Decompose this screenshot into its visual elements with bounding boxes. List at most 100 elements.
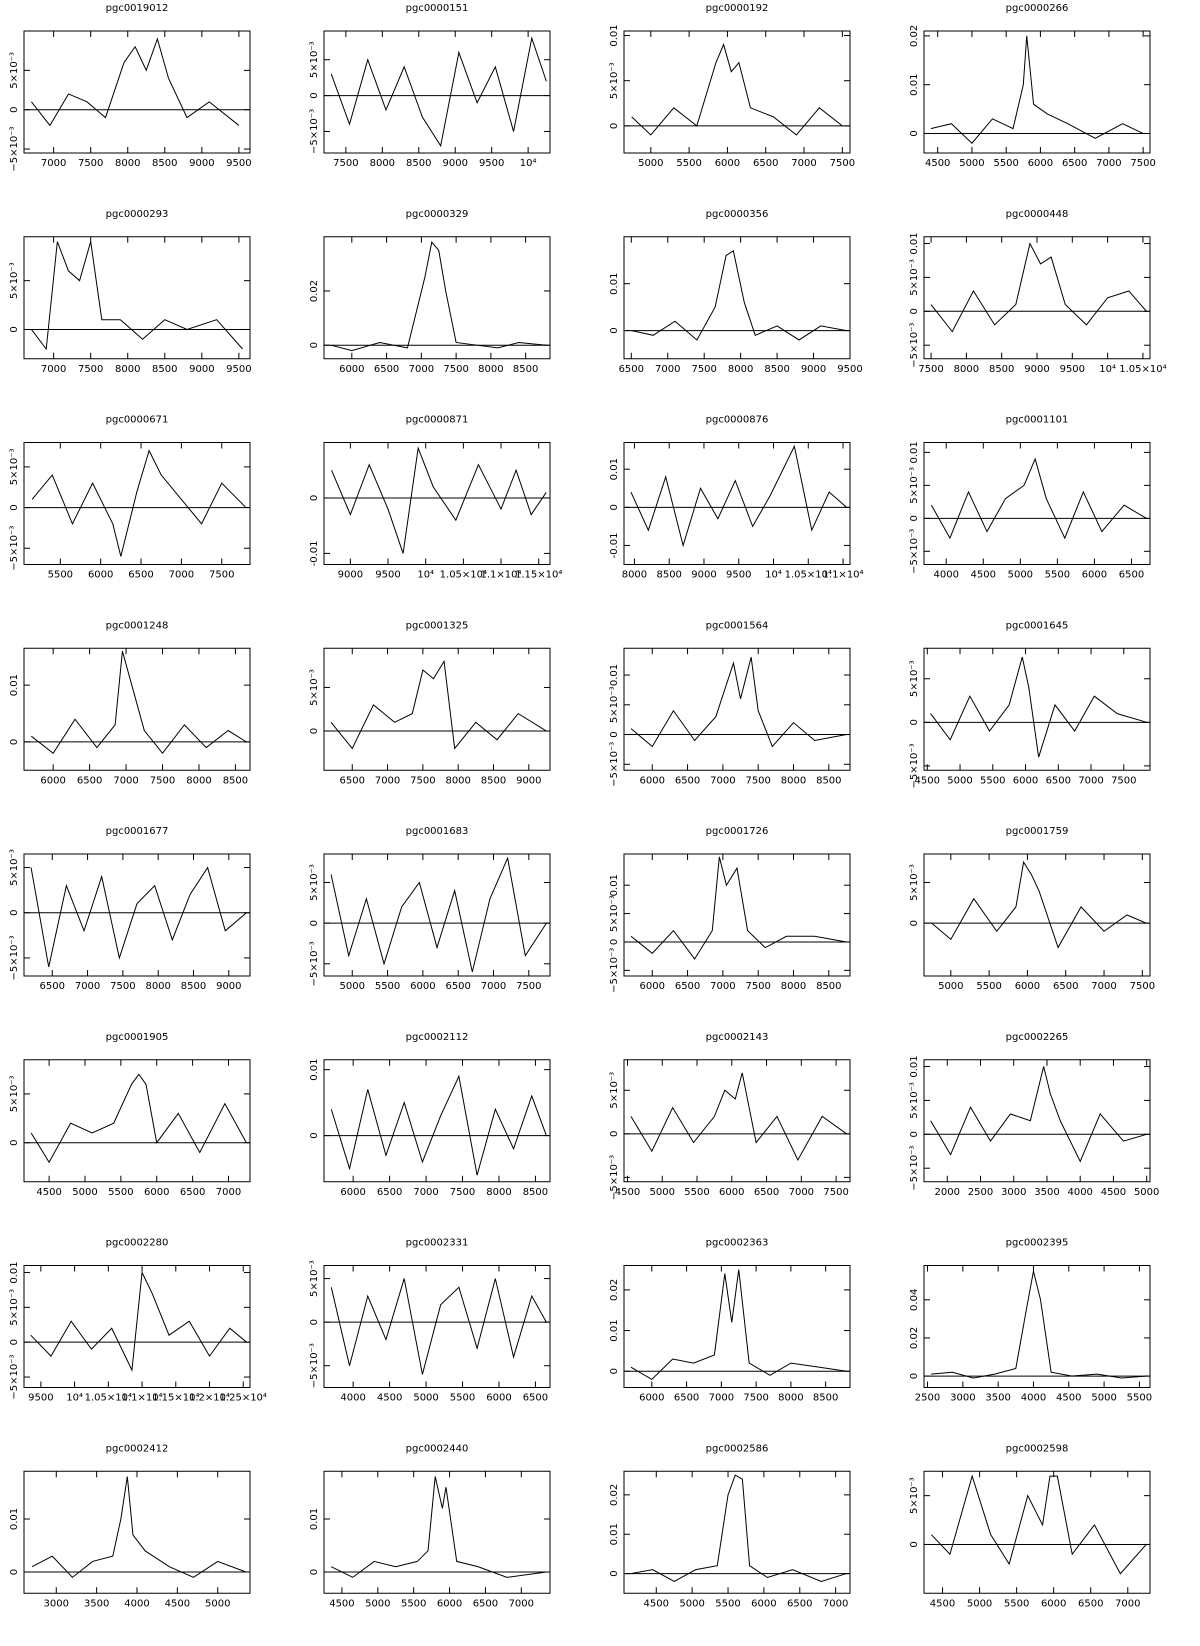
spectrum-panel: pgc0000356 6500 7000 7500 8000 8500 9000 9500 0 0… — [609, 209, 863, 375]
x-tick-label: 7500 — [443, 364, 468, 375]
x-tick-label: 8000 — [445, 775, 470, 786]
x-tick-label: 7000 — [1115, 1598, 1140, 1609]
x-tick-label: 6500 — [1062, 158, 1087, 169]
spectrum-panel: pgc0001248 6000 6500 7000 7500 8000 8500 0 0.01 — [9, 620, 251, 786]
x-tick-label: 6000 — [1013, 775, 1038, 786]
y-tick-label: 0 — [909, 1373, 920, 1379]
panel-title: pgc0000151 — [406, 3, 469, 14]
spectrum-line — [30, 866, 247, 968]
plot-frame — [623, 647, 851, 771]
x-tick-label: 7500 — [823, 1187, 848, 1198]
plot-frame — [923, 1059, 1151, 1183]
x-tick-label: 7000 — [710, 981, 735, 992]
x-tick-label: 5500 — [450, 1393, 475, 1404]
y-tick-label: 0 — [9, 107, 20, 113]
x-tick-label: 9000 — [338, 570, 363, 581]
x-tick-label: 4000 — [124, 1598, 149, 1609]
y-tick-label: -0.01 — [309, 540, 320, 566]
panel-title: pgc0002395 — [1006, 1238, 1069, 1249]
x-tick-label: 6000 — [1028, 158, 1053, 169]
x-tick-label: 9000 — [516, 775, 541, 786]
y-tick-label: 0 — [909, 719, 920, 725]
x-tick-label: 8000 — [728, 364, 753, 375]
x-tick-label: 7000 — [41, 364, 66, 375]
panel-title: pgc0002586 — [706, 1443, 769, 1454]
x-tick-label: 2000 — [935, 1187, 960, 1198]
plot-frame — [623, 1470, 851, 1594]
plot-frame — [923, 442, 1151, 565]
spectrum-line — [631, 1474, 847, 1583]
plot-frame — [323, 236, 551, 360]
x-tick-label: 4500 — [377, 1393, 402, 1404]
spectrum-line — [930, 35, 1144, 144]
panel-title: pgc0000671 — [106, 415, 169, 426]
x-tick-label: 1.05×10⁴ — [440, 570, 487, 581]
x-tick-label: 3500 — [84, 1598, 109, 1609]
y-tick-label: 0.01 — [309, 1508, 320, 1530]
x-tick-label: 9000 — [1024, 364, 1049, 375]
y-tick-label: 5×10⁻³ — [309, 864, 320, 901]
y-tick-label: 0 — [909, 1541, 920, 1547]
spectrum-panel: pgc0000293 7000 7500 8000 8500 9000 9500 0 5×10⁻… — [9, 209, 252, 375]
x-tick-label: 6500 — [675, 775, 700, 786]
plot-frame — [23, 647, 251, 771]
spectrum-panel: pgc0002395 2500 3000 3500 4000 4500 5000 5500 0 0… — [909, 1238, 1152, 1404]
x-tick-label: 7000 — [823, 1598, 848, 1609]
x-tick-label: 9500 — [479, 158, 504, 169]
y-tick-label: 0 — [309, 1132, 320, 1138]
x-tick-label: 4500 — [329, 1598, 354, 1609]
y-tick-label: 0 — [309, 728, 320, 734]
x-tick-label: 7000 — [655, 364, 680, 375]
x-tick-label: 7500 — [410, 775, 435, 786]
spectrum-line — [330, 856, 547, 973]
x-tick-label: 7500 — [1130, 981, 1155, 992]
x-tick-label: 3000 — [950, 1393, 975, 1404]
y-tick-label: 5×10⁻³ — [309, 41, 320, 78]
y-tick-label: −5×10⁻³ — [9, 126, 20, 171]
x-tick-label: 3500 — [985, 1393, 1010, 1404]
panel-title: pgc0000356 — [706, 209, 769, 220]
y-tick-label: 0 — [309, 1319, 320, 1325]
x-tick-label: 7500 — [745, 775, 770, 786]
x-tick-label: 8000 — [478, 364, 503, 375]
plot-frame — [23, 1470, 251, 1594]
spectrum-panel: pgc0002586 4500 5000 5500 6000 6500 7000 0 0.01 0… — [609, 1443, 851, 1609]
x-tick-label: 9000 — [189, 158, 214, 169]
spectrum-line — [631, 43, 843, 136]
panel-title: pgc0002112 — [406, 1032, 469, 1043]
x-tick-label: 7000 — [409, 364, 434, 375]
panel-title: pgc0002331 — [406, 1238, 469, 1249]
spectrum-line — [931, 860, 1147, 949]
spectrum-panel: pgc0002331 4000 4500 5000 5500 6000 6500 −5×10⁻… — [309, 1238, 551, 1404]
x-tick-label: 1.1×10⁴ — [823, 570, 864, 581]
x-tick-label: 2500 — [915, 1393, 940, 1404]
x-tick-label: 6500 — [340, 775, 365, 786]
y-tick-label: −5×10⁻³ — [609, 742, 620, 787]
x-tick-label: 6000 — [639, 1393, 664, 1404]
x-tick-label: 3000 — [44, 1598, 69, 1609]
spectrum-line — [930, 242, 1147, 333]
x-tick-label: 5500 — [980, 775, 1005, 786]
y-tick-label: 5×10⁻³ — [9, 262, 20, 299]
panel-title: pgc0002598 — [1006, 1443, 1069, 1454]
x-tick-label: 5000 — [938, 981, 963, 992]
x-tick-label: 8500 — [152, 158, 177, 169]
y-tick-label: 0 — [609, 939, 620, 945]
x-tick-label: 7500 — [78, 158, 103, 169]
y-tick-label: 0 — [9, 1339, 20, 1345]
x-tick-label: 5500 — [1127, 1393, 1152, 1404]
x-tick-label: 8000 — [781, 775, 806, 786]
y-tick-label: 0.01 — [609, 874, 620, 896]
x-tick-label: 4500 — [1056, 1393, 1081, 1404]
y-tick-label: −5×10⁻³ — [609, 948, 620, 993]
x-tick-label: 8000 — [622, 570, 647, 581]
y-tick-label: 5×10⁻³ — [909, 864, 920, 901]
x-tick-label: 7000 — [1091, 981, 1116, 992]
x-tick-label: 8500 — [181, 981, 206, 992]
x-tick-label: 6000 — [437, 1598, 462, 1609]
x-tick-label: 8500 — [816, 775, 841, 786]
x-tick-label: 7000 — [375, 775, 400, 786]
x-tick-label: 10⁴ — [417, 570, 434, 581]
y-tick-label: 5×10⁻³ — [909, 660, 920, 697]
y-tick-label: −5×10⁻³ — [909, 743, 920, 788]
